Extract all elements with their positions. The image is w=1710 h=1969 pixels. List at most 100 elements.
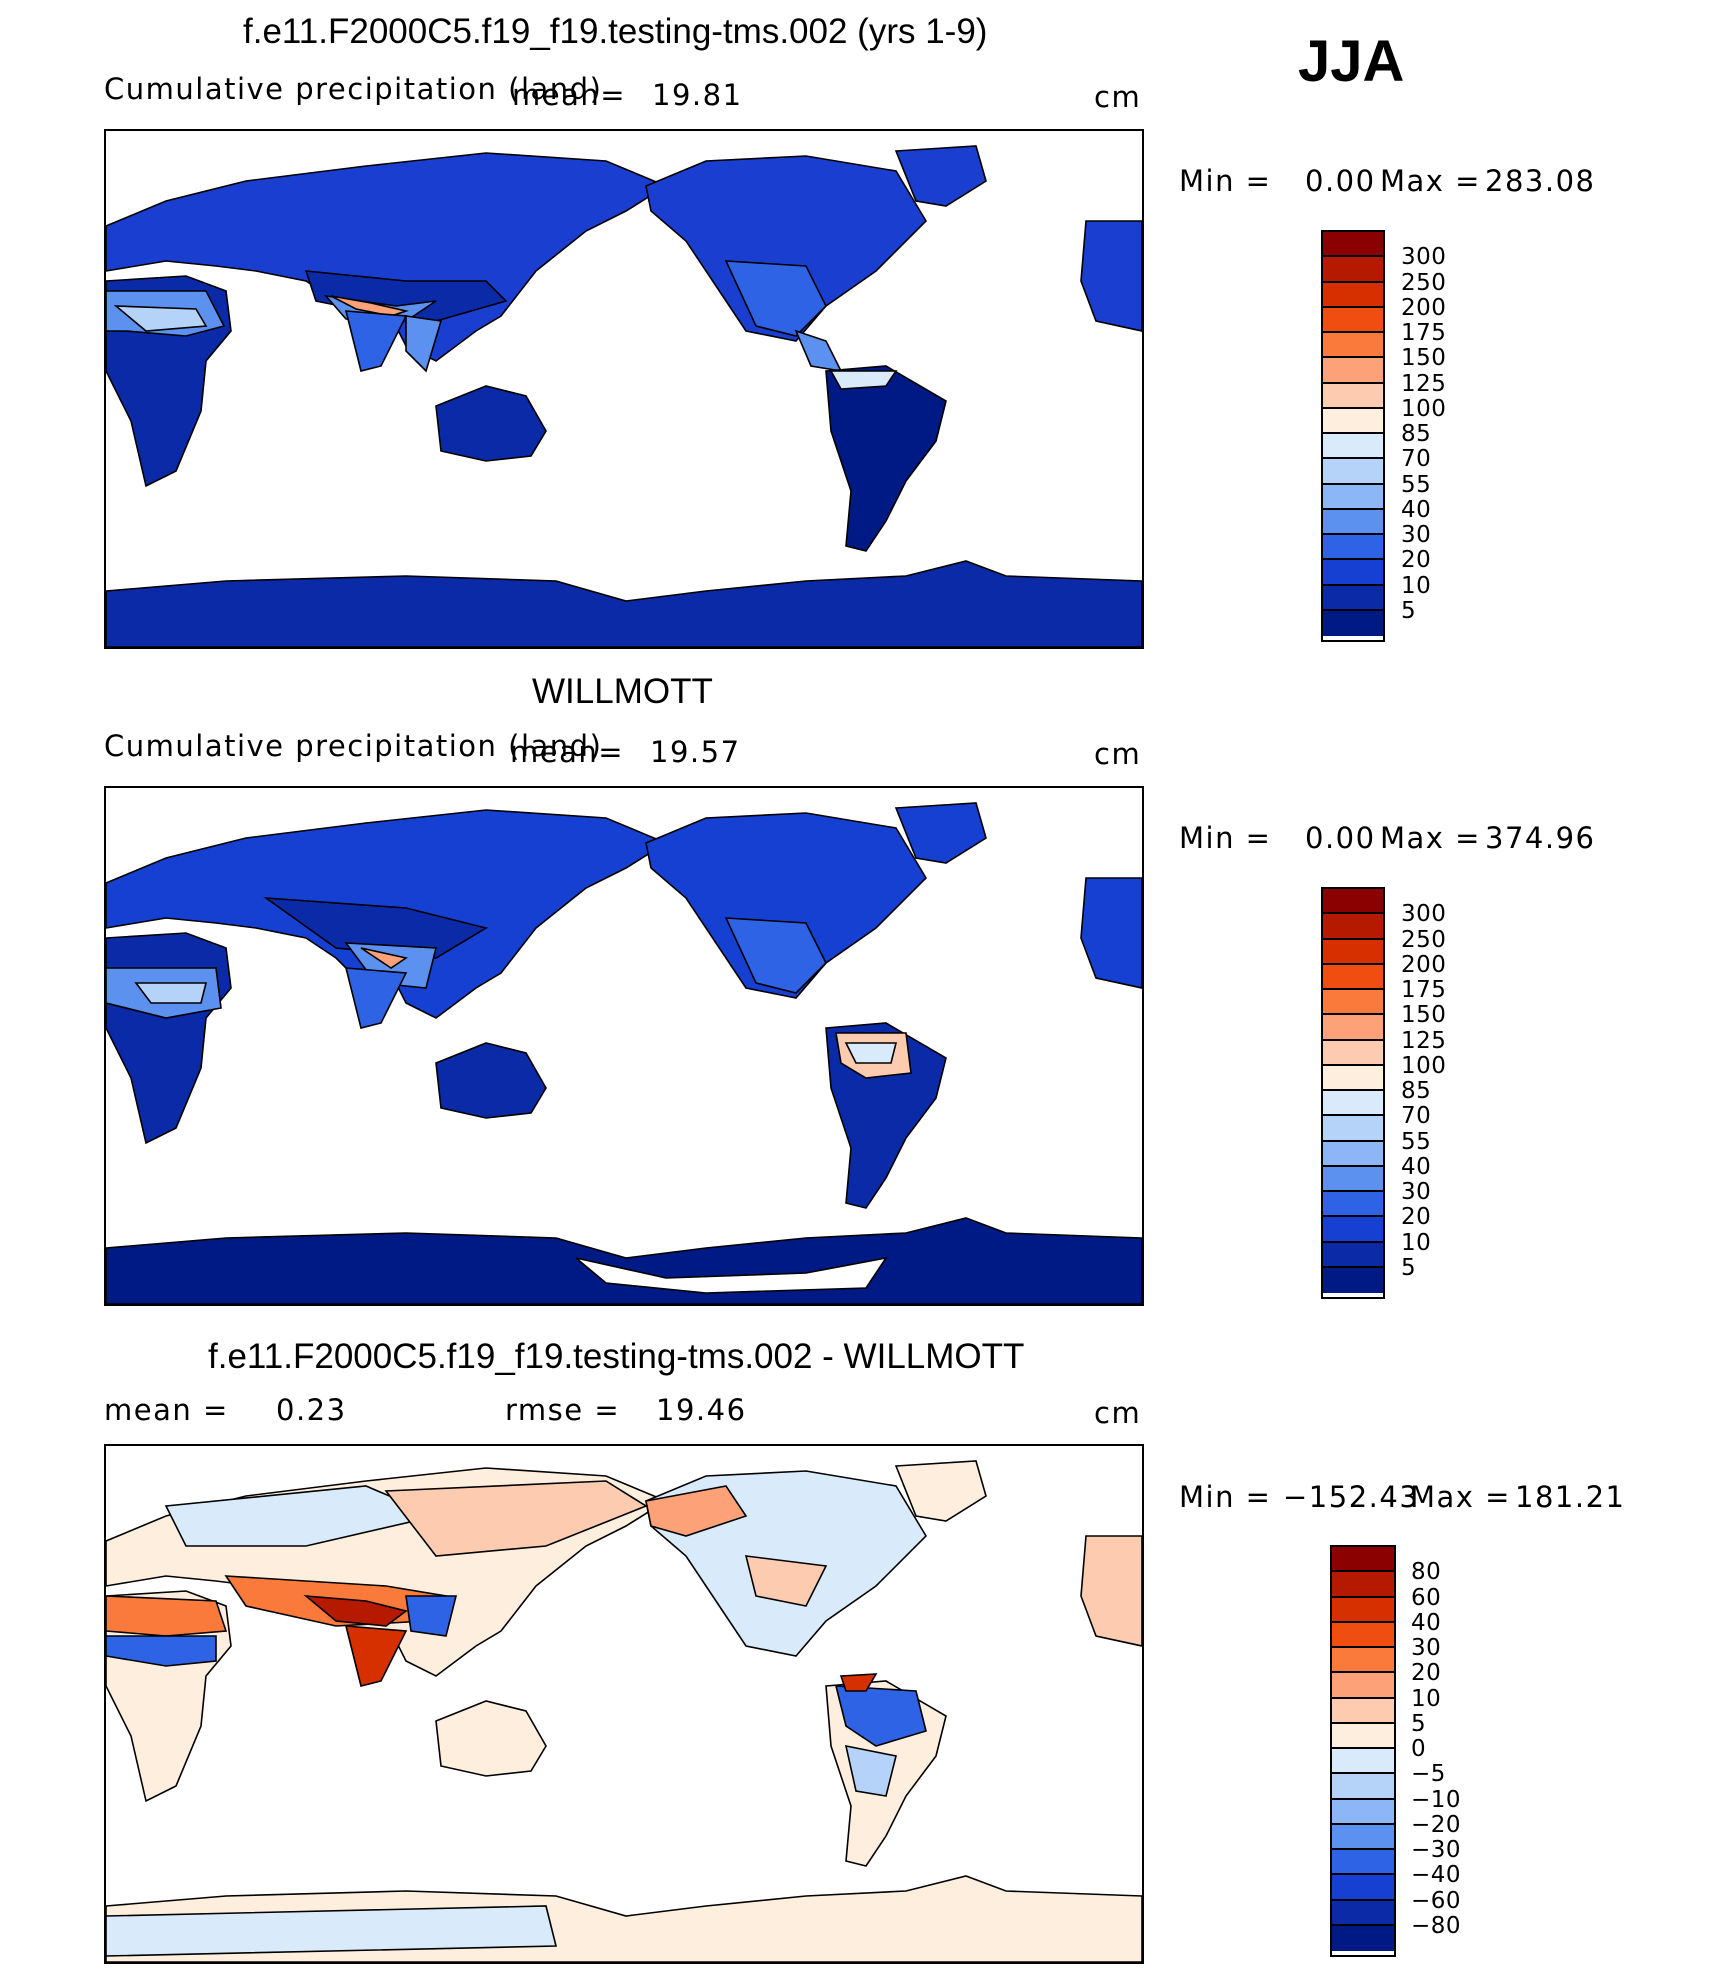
colorbar-tick-label: 150 [1401,345,1447,372]
panel3-units: cm [1094,1396,1142,1430]
panel2-colorbar [1321,887,1385,1299]
panel3-mean-label: mean = [104,1393,229,1427]
colorbar-segment [1323,1015,1383,1041]
colorbar-segment [1332,1673,1394,1699]
colorbar-segment [1323,610,1383,636]
colorbar-tick-label: 30 [1401,522,1432,548]
difference-map [106,1460,1142,1962]
colorbar-segment [1323,1065,1383,1091]
colorbar-segment [1323,560,1383,586]
panel2-subtitle: Cumulative precipitation (land) [104,729,603,763]
colorbar-segment [1323,484,1383,510]
panel2-max-label: Max = [1380,821,1481,855]
colorbar-tick-label: 200 [1401,951,1447,978]
colorbar-tick-label: −20 [1411,1811,1462,1838]
model-precip-map [106,145,1142,647]
panel2-map [104,786,1144,1306]
colorbar-segment [1332,1875,1394,1901]
colorbar-tick-label: 20 [1411,1660,1442,1687]
colorbar-tick-label: 0 [1411,1736,1427,1762]
colorbar-segment [1323,1267,1383,1293]
colorbar-segment [1323,1217,1383,1243]
colorbar-tick-label: −40 [1411,1862,1462,1889]
colorbar-segment [1323,939,1383,965]
colorbar-tick-label: −80 [1411,1912,1462,1939]
colorbar-tick-label: 85 [1401,1078,1432,1104]
colorbar-segment [1323,1091,1383,1117]
panel1-max-value: 283.08 [1485,164,1596,198]
colorbar-tick-label: 300 [1401,244,1447,271]
colorbar-tick-label: −10 [1411,1786,1462,1813]
panel3-rmse-value: 19.46 [656,1393,747,1427]
colorbar-segment [1332,1572,1394,1598]
panel1-mean-label: mean= [512,78,627,112]
colorbar-segment [1323,964,1383,990]
colorbar-tick-label: 20 [1401,1204,1432,1231]
colorbar-tick-label: 60 [1411,1584,1442,1611]
panel3-mean-value: 0.23 [276,1393,347,1427]
colorbar-segment [1323,358,1383,384]
colorbar-segment [1323,459,1383,485]
panel1-subtitle: Cumulative precipitation (land) [104,72,603,106]
season-label: JJA [1298,29,1405,94]
colorbar-tick-label: 55 [1401,471,1432,498]
colorbar-tick-label: 125 [1401,370,1447,397]
colorbar-segment [1323,1116,1383,1142]
colorbar-segment [1323,535,1383,561]
colorbar-segment [1323,383,1383,409]
colorbar-tick-label: 5 [1411,1710,1427,1737]
colorbar-tick-label: 5 [1401,1254,1417,1281]
colorbar-tick-label: 250 [1401,269,1447,296]
colorbar-tick-label: 175 [1401,977,1447,1003]
colorbar-segment [1332,1648,1394,1674]
colorbar-segment [1332,1597,1394,1623]
colorbar-segment [1323,990,1383,1016]
panel2-max-value: 374.96 [1485,821,1596,855]
colorbar-tick-label: 100 [1401,1052,1447,1079]
colorbar-tick-label: 85 [1401,421,1432,447]
colorbar-segment [1323,307,1383,333]
colorbar-segment [1323,509,1383,535]
colorbar-segment [1323,889,1383,915]
panel1-min-value: 0.00 [1305,164,1376,198]
panel2-min-label: Min = [1179,821,1272,855]
colorbar-segment [1332,1900,1394,1926]
colorbar-segment [1323,1192,1383,1218]
colorbar-segment [1332,1723,1394,1749]
panel1-mean-value: 19.81 [652,78,743,112]
panel2-min-value: 0.00 [1305,821,1376,855]
panel1-max-label: Max = [1380,164,1481,198]
colorbar-segment [1332,1698,1394,1724]
colorbar-segment [1323,333,1383,359]
colorbar-segment [1332,1824,1394,1850]
panel2-mean-value: 19.57 [650,735,741,769]
colorbar-segment [1323,1141,1383,1167]
colorbar-segment [1332,1774,1394,1800]
colorbar-segment [1323,1242,1383,1268]
colorbar-segment [1323,914,1383,940]
panel1-units: cm [1094,80,1142,114]
colorbar-tick-label: 300 [1401,901,1447,928]
colorbar-tick-label: 5 [1401,597,1417,624]
colorbar-tick-label: 250 [1401,926,1447,953]
panel1-map [104,129,1144,649]
colorbar-segment [1323,257,1383,283]
colorbar-tick-label: 30 [1411,1635,1442,1661]
colorbar-tick-label: 10 [1411,1685,1442,1712]
colorbar-tick-label: 55 [1401,1128,1432,1155]
colorbar-segment [1332,1850,1394,1876]
colorbar-tick-label: −60 [1411,1887,1462,1914]
colorbar-segment [1332,1622,1394,1648]
colorbar-tick-label: 150 [1401,1002,1447,1029]
colorbar-tick-label: 40 [1401,496,1432,523]
colorbar-tick-label: 80 [1411,1559,1442,1586]
colorbar-segment [1323,1166,1383,1192]
colorbar-segment [1332,1799,1394,1825]
panel3-min-value: −152.43 [1283,1480,1420,1514]
panel3-colorbar [1330,1545,1396,1957]
colorbar-tick-label: 40 [1401,1153,1432,1180]
colorbar-segment [1323,282,1383,308]
panel1-colorbar [1321,230,1385,642]
panel1-min-label: Min = [1179,164,1272,198]
panel2-mean-label: mean= [510,735,625,769]
